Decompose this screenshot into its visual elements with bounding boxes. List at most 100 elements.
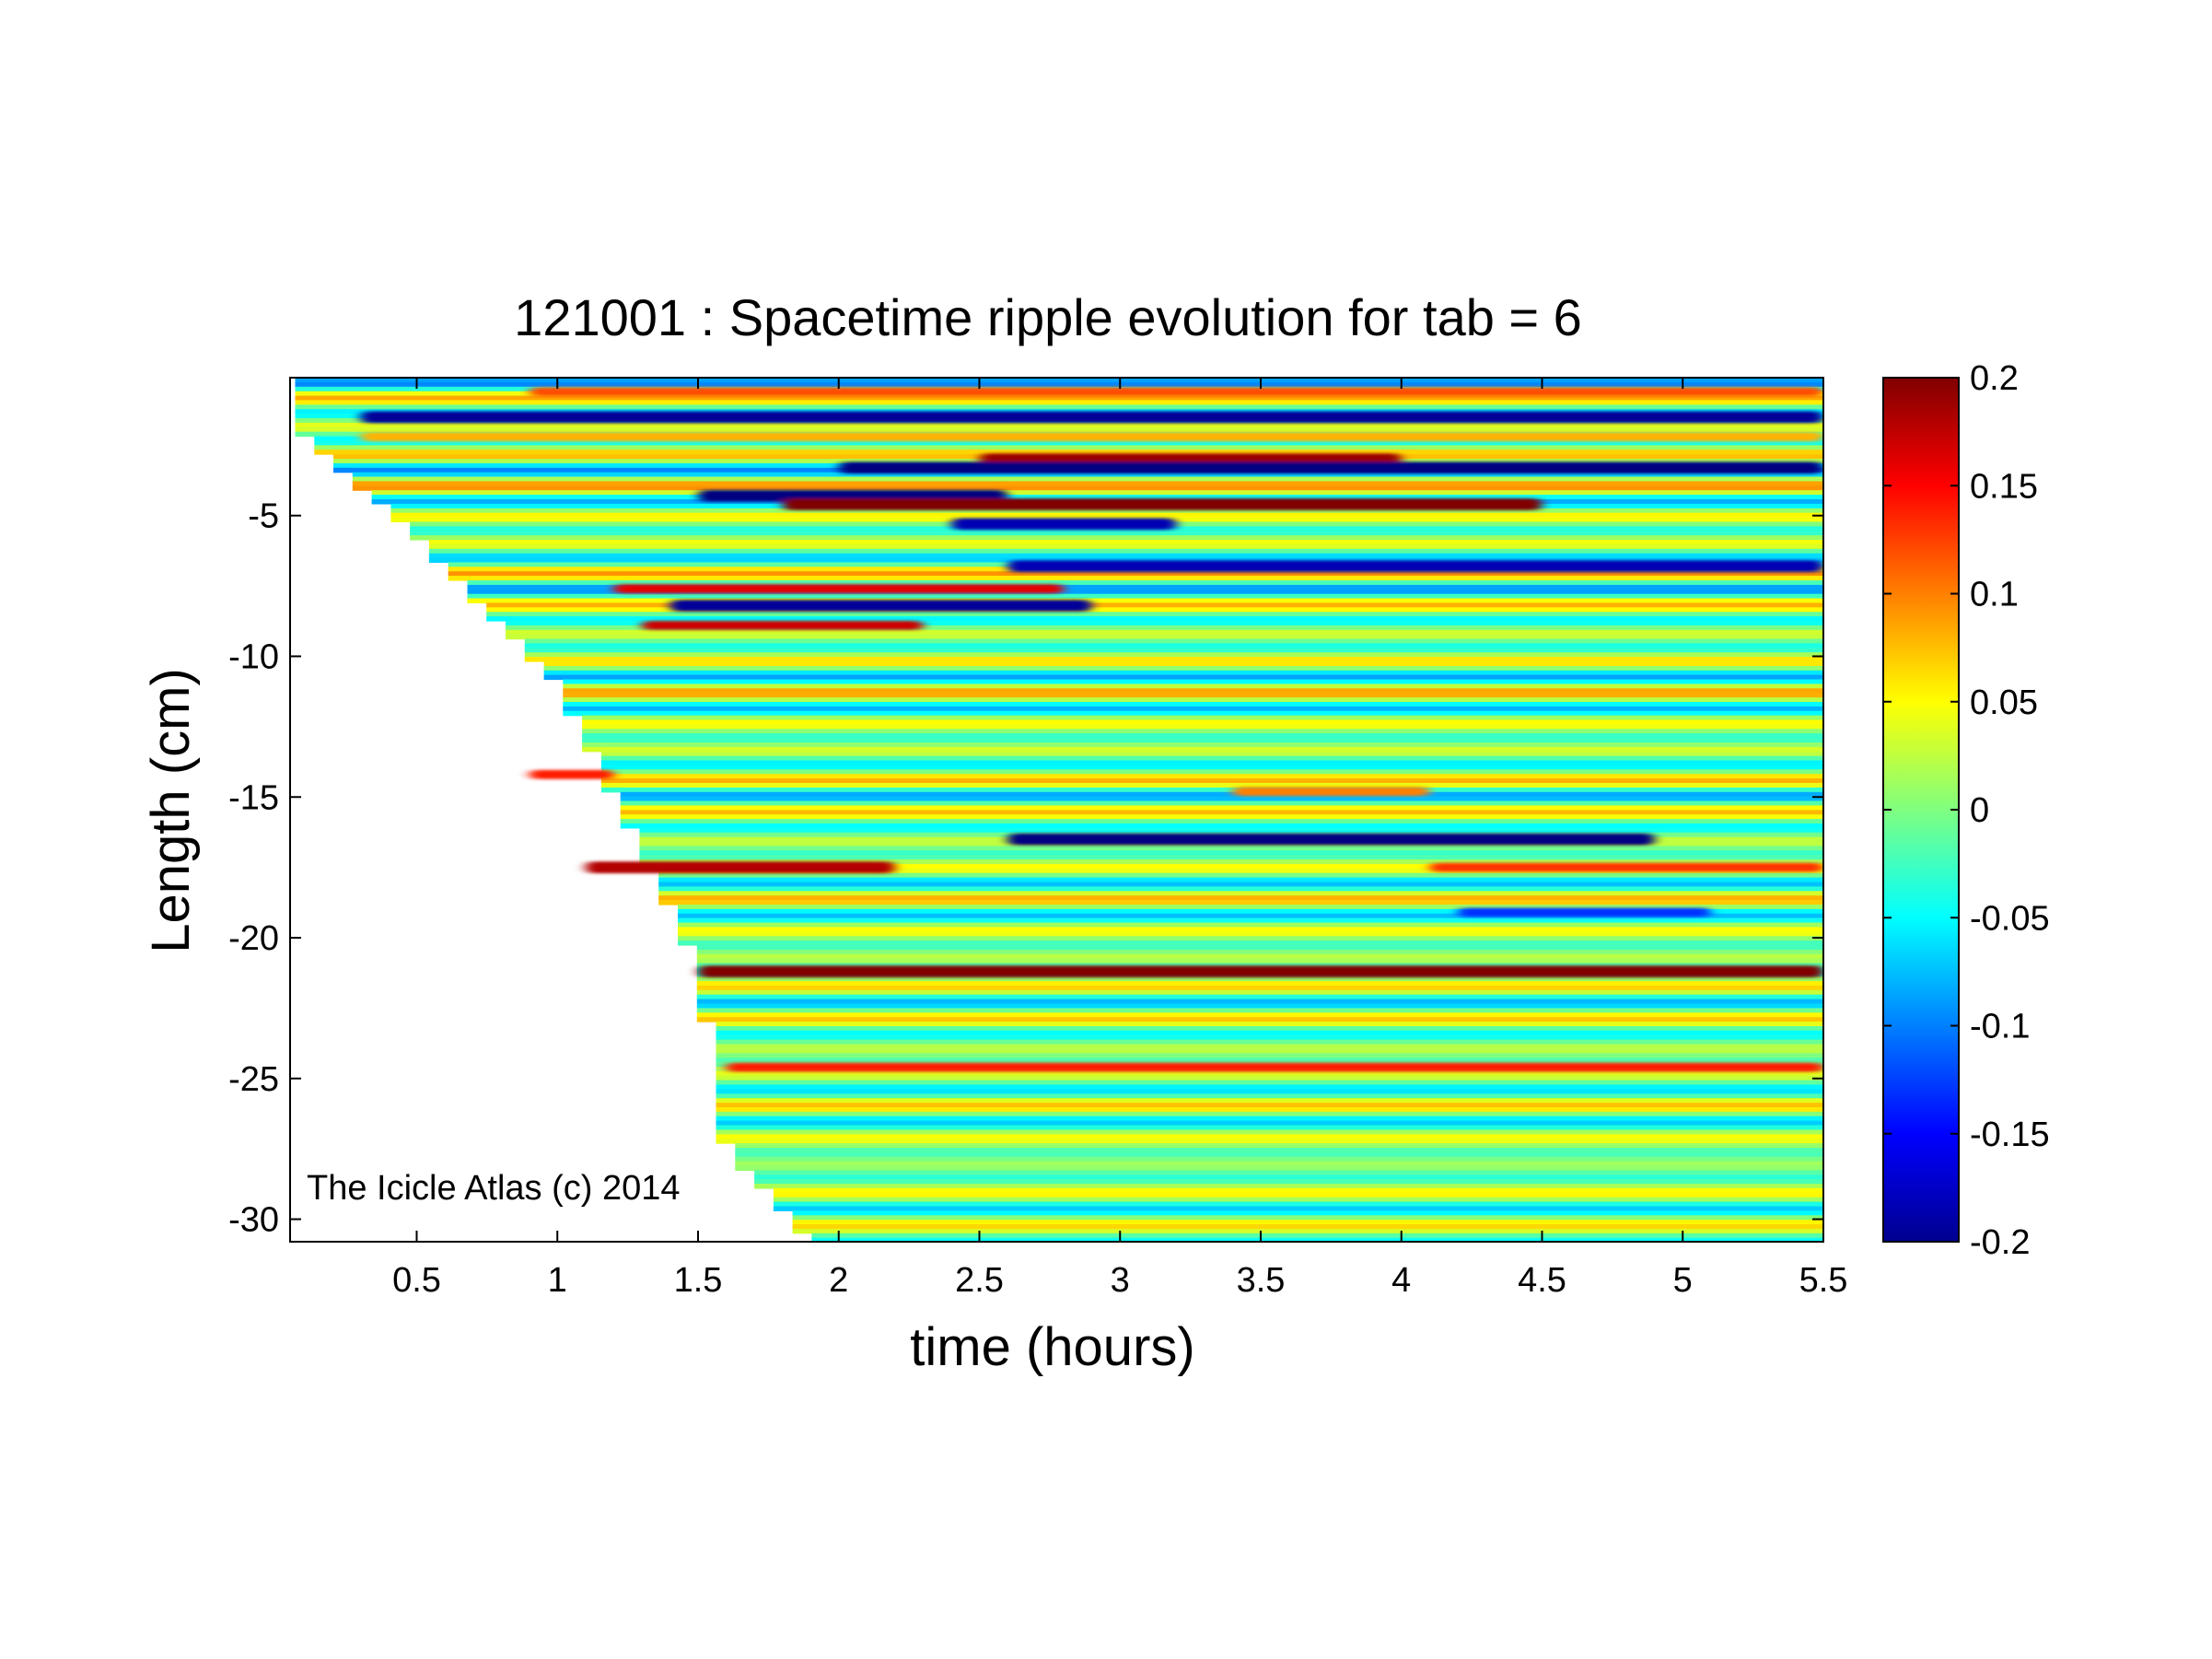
heatmap-row: [735, 1161, 1823, 1167]
heatmap-band: [698, 965, 1823, 978]
heatmap-row: [716, 1026, 1823, 1032]
heatmap-row: [716, 1039, 1823, 1046]
x-tick-label: 5: [1673, 1261, 1693, 1300]
heatmap-row: [678, 917, 1823, 924]
heatmap-band: [782, 498, 1543, 510]
heatmap-row: [696, 999, 1823, 1005]
y-tick-label: -25: [228, 1060, 279, 1099]
heatmap-features: [360, 387, 1823, 1072]
heatmap-row: [506, 625, 1823, 631]
heatmap-row: [678, 908, 1823, 915]
heatmap-row: [600, 765, 1823, 770]
heatmap-band: [1007, 560, 1823, 573]
heatmap-row: [467, 589, 1823, 595]
heatmap-row: [620, 791, 1823, 798]
heatmap-row: [428, 548, 1823, 555]
heatmap-row: [639, 859, 1823, 865]
heatmap-row: [658, 868, 1823, 874]
heatmap-row: [448, 571, 1823, 577]
heatmap-row: [696, 1012, 1823, 1018]
heatmap-row: [620, 800, 1823, 806]
heatmap-row: [410, 531, 1823, 536]
heatmap-row: [639, 850, 1823, 856]
y-tick-label: -15: [228, 778, 279, 817]
heatmap-row: [716, 1098, 1823, 1104]
y-tick-label: -20: [228, 919, 279, 958]
x-tick-label: 5.5: [1799, 1261, 1848, 1300]
heatmap-row: [295, 378, 1823, 383]
heatmap-row: [352, 476, 1823, 482]
heatmap-band: [529, 769, 614, 779]
x-tick-label: 4.5: [1518, 1261, 1566, 1300]
colorbar-tick-label: 0: [1970, 791, 1989, 830]
heatmap-row: [563, 693, 1823, 698]
colorbar-tick-label: -0.2: [1970, 1223, 2030, 1262]
heatmap-row: [792, 1210, 1823, 1216]
heatmap-row: [582, 715, 1823, 721]
heatmap-row: [696, 953, 1823, 960]
heatmap-row: [295, 426, 1823, 433]
heatmap-row: [773, 1206, 1823, 1211]
heatmap-row: [773, 1197, 1823, 1203]
heatmap-row: [678, 936, 1823, 941]
heatmap-row: [600, 769, 1823, 775]
heatmap-row: [582, 733, 1823, 739]
heatmap-band: [1429, 862, 1823, 872]
heatmap-row: [696, 949, 1823, 955]
heatmap-row: [390, 508, 1823, 514]
heatmap-band: [838, 461, 1823, 474]
heatmap-row: [754, 1174, 1823, 1180]
heatmap-row: [716, 1070, 1823, 1077]
heatmap-row: [735, 1148, 1823, 1153]
heatmap-row: [543, 674, 1823, 681]
heatmap-row: [295, 404, 1823, 410]
heatmap-row: [620, 814, 1823, 820]
heatmap-row: [678, 913, 1823, 919]
heatmap-row: [716, 1030, 1823, 1036]
heatmap-row: [811, 1237, 1823, 1242]
heatmap-row: [314, 445, 1823, 450]
heatmap-band: [360, 432, 1823, 442]
heatmap-row: [639, 846, 1823, 851]
heatmap-row: [716, 1048, 1823, 1054]
x-tick-label: 3.5: [1237, 1261, 1286, 1300]
colorbar: 0.2 0.15 0.1 0.05 0 -0.05 -0.1 -0.15 -0.2: [1882, 359, 2050, 1262]
heatmap-row: [620, 810, 1823, 815]
heatmap-row: [600, 751, 1823, 757]
heatmap-row: [428, 553, 1823, 559]
heatmap-row: [716, 1044, 1823, 1049]
heatmap-row: [716, 1034, 1823, 1041]
colorbar-tick-label: 0.1: [1970, 576, 2019, 614]
heatmap-row: [295, 381, 1823, 388]
heatmap-band: [1007, 833, 1655, 846]
heatmap-row: [678, 905, 1823, 910]
heatmap-row: [563, 679, 1823, 684]
heatmap-row: [811, 1233, 1823, 1239]
heatmap-row: [582, 746, 1823, 753]
heatmap-band: [726, 1062, 1823, 1072]
heatmap-row: [506, 629, 1823, 636]
colorbar-tick-label: -0.05: [1970, 899, 2050, 938]
plot-frame: [289, 377, 1824, 1243]
heatmap-row: [792, 1220, 1823, 1225]
heatmap-band: [360, 411, 1823, 424]
heatmap-row: [658, 882, 1823, 887]
heatmap-row: [639, 827, 1823, 834]
heatmap-row: [582, 729, 1823, 734]
heatmap-row: [716, 1103, 1823, 1108]
heatmap-row: [600, 783, 1823, 789]
x-axis-label: time (hours): [910, 1317, 1194, 1377]
heatmap-row: [792, 1224, 1823, 1230]
heatmap-row: [696, 989, 1823, 996]
heatmap-band: [529, 387, 1823, 397]
chart-title: 121001 : Spacetime ripple evolution for …: [514, 288, 1582, 346]
heatmap-band: [641, 621, 924, 630]
heatmap-band: [950, 518, 1177, 531]
heatmap-row: [352, 481, 1823, 486]
x-tick-label: 2.5: [955, 1261, 1004, 1300]
heatmap-row: [295, 422, 1823, 428]
heatmap-row: [696, 976, 1823, 982]
heatmap-row: [620, 819, 1823, 824]
heatmap-row: [696, 958, 1823, 964]
heatmap-row: [716, 1139, 1823, 1144]
